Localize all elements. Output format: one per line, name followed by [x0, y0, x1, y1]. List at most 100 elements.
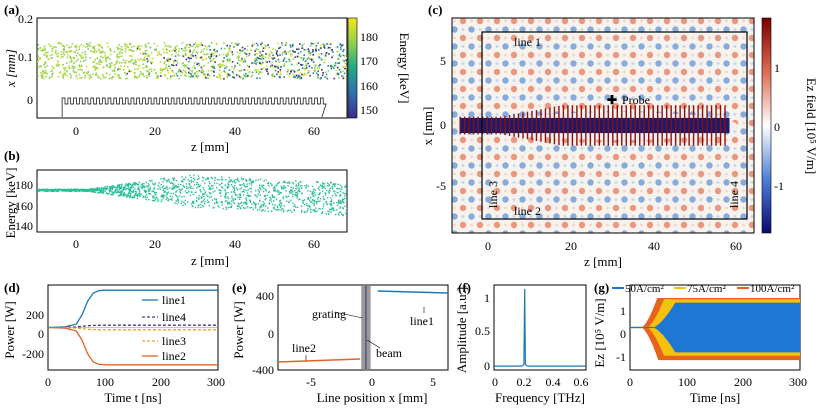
- electron-point: [207, 77, 209, 79]
- electron-point: [117, 67, 120, 70]
- energy-point: [279, 206, 282, 208]
- panel-a-xtick: 40: [229, 124, 241, 138]
- energy-point: [323, 198, 326, 201]
- energy-point: [334, 191, 336, 193]
- electron-point: [117, 60, 119, 62]
- electron-point: [93, 47, 96, 50]
- electron-point: [180, 74, 182, 77]
- electron-point: [80, 56, 83, 59]
- electron-point: [71, 43, 74, 45]
- energy-point: [149, 187, 151, 189]
- electron-point: [164, 66, 167, 68]
- energy-point: [265, 179, 267, 181]
- energy-point: [119, 191, 121, 194]
- energy-point: [175, 190, 178, 192]
- electron-point: [55, 46, 57, 48]
- energy-point: [137, 194, 139, 196]
- panel-g-ytick: 1: [620, 304, 626, 318]
- electron-point: [246, 75, 249, 77]
- energy-point: [294, 204, 296, 206]
- electron-point: [171, 69, 173, 72]
- energy-point: [263, 204, 265, 206]
- electron-point: [272, 58, 274, 60]
- electron-point: [298, 48, 300, 50]
- electron-point: [99, 63, 101, 66]
- electron-point: [283, 64, 285, 67]
- electron-point: [339, 43, 341, 46]
- energy-point: [110, 187, 113, 189]
- panel-c-line3-label: line 3: [486, 181, 500, 208]
- energy-point: [205, 194, 208, 196]
- electron-point: [272, 54, 274, 57]
- electron-point: [93, 51, 96, 54]
- electron-point: [203, 74, 205, 76]
- energy-point: [273, 206, 275, 208]
- panel-a-cbar-tick: 170: [360, 54, 378, 68]
- energy-point: [150, 180, 152, 182]
- energy-point: [315, 203, 318, 205]
- energy-point: [154, 184, 156, 186]
- electron-point: [280, 66, 282, 68]
- energy-point: [189, 186, 191, 188]
- electron-point: [323, 46, 325, 48]
- electron-point: [317, 74, 319, 76]
- energy-point: [330, 205, 333, 207]
- electron-point: [37, 49, 39, 51]
- energy-point: [307, 209, 309, 211]
- energy-point: [321, 190, 324, 193]
- electron-point: [220, 47, 223, 50]
- panel-c-label: (c): [428, 2, 442, 17]
- energy-point: [45, 189, 47, 192]
- electron-point: [92, 73, 94, 76]
- electron-point: [243, 69, 246, 71]
- panel-f-xtick: 0.6: [574, 375, 589, 389]
- energy-point: [292, 191, 294, 193]
- electron-point: [259, 58, 261, 60]
- electron-point: [37, 60, 39, 63]
- electron-point: [42, 49, 44, 51]
- electron-point: [196, 43, 198, 46]
- energy-point: [269, 196, 271, 198]
- electron-point: [342, 54, 345, 57]
- energy-point: [135, 191, 138, 193]
- energy-point: [291, 181, 294, 183]
- electron-point: [174, 59, 176, 62]
- energy-point: [321, 208, 324, 210]
- electron-point: [186, 43, 189, 46]
- electron-point: [62, 64, 64, 66]
- electron-point: [325, 52, 328, 54]
- electron-point: [56, 55, 59, 57]
- electron-point: [51, 73, 54, 76]
- energy-point: [327, 185, 329, 187]
- energy-point: [303, 211, 305, 213]
- electron-point: [108, 65, 111, 68]
- electron-point: [284, 50, 286, 53]
- energy-point: [157, 184, 159, 187]
- electron-point: [268, 53, 271, 55]
- energy-point: [163, 191, 165, 193]
- energy-point: [141, 183, 144, 185]
- electron-point: [125, 48, 127, 50]
- electron-point: [202, 70, 205, 72]
- electron-point: [303, 69, 306, 71]
- electron-point: [103, 76, 105, 79]
- energy-point: [329, 190, 331, 192]
- electron-point: [86, 43, 89, 45]
- energy-point: [241, 179, 243, 181]
- energy-point: [115, 191, 117, 194]
- electron-point: [144, 44, 147, 47]
- panel-d-ytick: 200: [26, 308, 44, 322]
- energy-point: [302, 202, 305, 204]
- energy-point: [94, 191, 97, 194]
- electron-point: [148, 69, 151, 71]
- energy-point: [153, 187, 155, 189]
- energy-point: [333, 190, 335, 192]
- electron-point: [221, 65, 223, 67]
- energy-point: [235, 179, 237, 181]
- energy-point: [242, 194, 245, 196]
- energy-point: [333, 183, 335, 185]
- energy-point: [307, 196, 309, 199]
- energy-point: [221, 204, 223, 206]
- energy-point: [109, 186, 112, 188]
- energy-point: [81, 189, 84, 191]
